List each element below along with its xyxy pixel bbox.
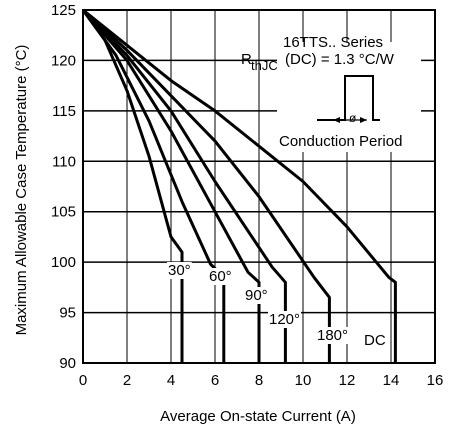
x-tick-label: 4 xyxy=(167,372,175,389)
series-label-bg xyxy=(316,327,350,344)
series-label-5: DC xyxy=(364,332,386,349)
y-tick-labels: 90 95 100 105 110 115 120 125 xyxy=(51,2,76,372)
series-line-5 xyxy=(82,8,397,363)
series-line-4 xyxy=(81,8,331,363)
x-tick-label: 14 xyxy=(383,372,400,389)
arrow-head-left xyxy=(333,117,340,123)
y-tick-label: 110 xyxy=(52,153,76,170)
rthjc-subscript: thJC xyxy=(251,58,278,73)
series-label-bg xyxy=(208,268,233,285)
rthjc-value: (DC) = 1.3 °C/W xyxy=(285,51,395,68)
y-tick-label: 90 xyxy=(59,355,76,372)
series-line-2 xyxy=(81,9,261,363)
y-tick-label: 105 xyxy=(51,204,76,221)
series-label-2: 90° xyxy=(245,287,268,304)
series-label-bg xyxy=(167,262,192,279)
conduction-period-diagram: 16TTS.. Series R thJC (DC) = 1.3 °C/W ø … xyxy=(241,34,421,152)
series-label-bg xyxy=(268,311,302,328)
series-label-4: 180° xyxy=(317,327,348,344)
series-line-3 xyxy=(81,8,287,363)
y-tick-label: 95 xyxy=(59,305,76,322)
rthjc-symbol: R xyxy=(241,51,252,68)
series-labels: 30° 60° 90°120° 180° DC xyxy=(167,262,387,349)
conduction-label: Conduction Period xyxy=(279,133,402,150)
series-label-0: 30° xyxy=(168,262,191,279)
series-title: 16TTS.. Series xyxy=(283,34,383,51)
phase-symbol: ø xyxy=(349,111,357,125)
x-axis-label: Average On-state Current (A) xyxy=(160,408,356,425)
x-tick-label: 10 xyxy=(295,372,312,389)
series-label-3: 120° xyxy=(269,311,300,328)
x-tick-label: 8 xyxy=(255,372,263,389)
y-tick-label: 115 xyxy=(52,103,76,120)
x-tick-label: 12 xyxy=(339,372,356,389)
x-tick-labels: 0 2 4 6 8 10 12 14 16 xyxy=(79,372,444,389)
series-label-1: 60° xyxy=(209,268,232,285)
x-tick-label: 6 xyxy=(211,372,219,389)
y-tick-label: 100 xyxy=(51,254,76,271)
plot-frame xyxy=(82,9,436,364)
series-label-bg xyxy=(363,332,387,349)
y-tick-label: 120 xyxy=(51,52,76,69)
series-label-bg xyxy=(244,287,269,304)
x-tick-label: 16 xyxy=(427,372,444,389)
x-tick-label: 0 xyxy=(79,372,87,389)
y-axis-label: Maximum Allowable Case Temperature (°C) xyxy=(13,45,30,336)
arrow-head-right xyxy=(360,117,367,123)
x-tick-label: 2 xyxy=(123,372,131,389)
y-tick-label: 125 xyxy=(51,2,76,19)
